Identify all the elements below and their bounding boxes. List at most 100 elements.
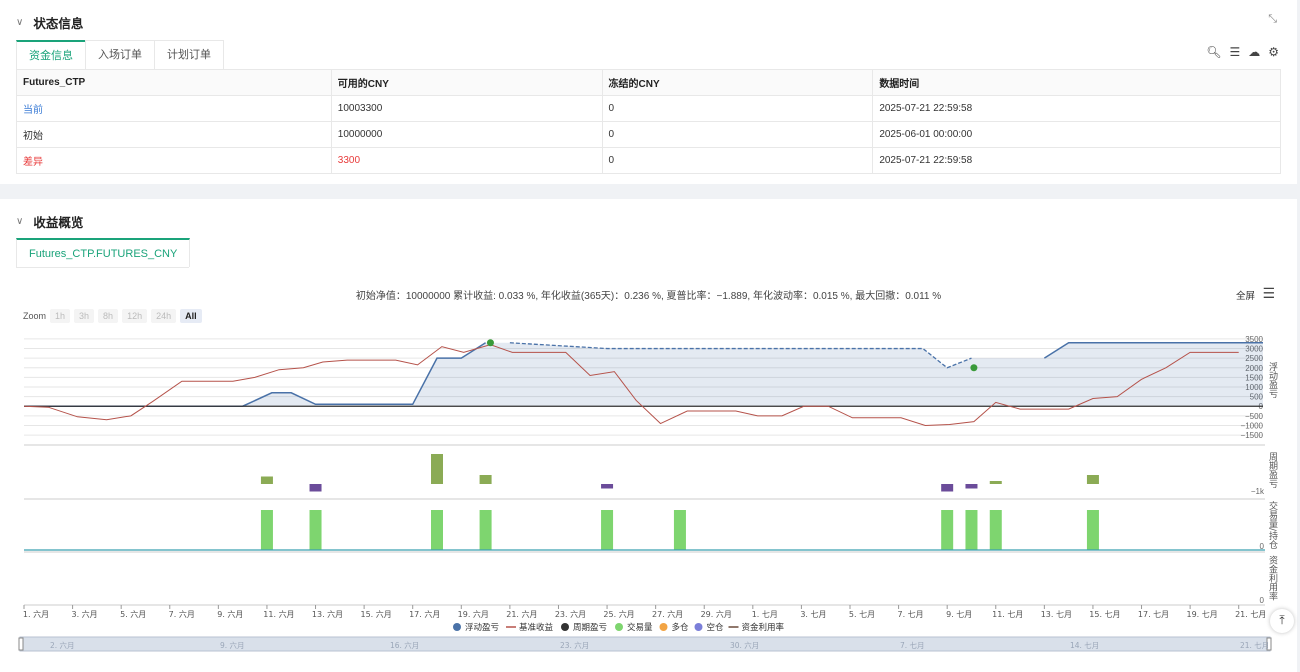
legend-label: 基准收益 — [519, 622, 554, 633]
x-tick-label: 11. 七月 — [992, 610, 1023, 619]
x-tick-label: 15. 七月 — [1089, 610, 1120, 619]
zoom-label: Zoom — [23, 311, 47, 321]
period-pnl-bar — [479, 475, 492, 484]
status-header[interactable]: ∨ 状态信息 — [16, 12, 83, 32]
floating-pnl-line — [24, 342, 486, 407]
navigator-tick-label: 2. 六月 — [50, 640, 75, 650]
row-label-diff: 差异 — [16, 147, 332, 174]
table-cell: 3300 — [330, 147, 603, 174]
zoom-8h[interactable]: 8h — [98, 309, 119, 323]
legend-marker — [453, 623, 461, 631]
legend-label: 浮动盈亏 — [465, 622, 499, 633]
table-row: 差异 3300 0 2025-07-21 22:59:58 — [16, 147, 1281, 174]
y-tick-label: −500 — [1245, 412, 1264, 421]
x-tick-label: 17. 六月 — [409, 609, 440, 619]
x-tick-label: 5. 七月 — [849, 610, 875, 619]
legend-label: 多仓 — [672, 622, 690, 633]
chevron-down-icon[interactable]: ∨ — [16, 16, 24, 28]
volume-bar — [479, 510, 492, 550]
y-tick-label: 2000 — [1245, 364, 1263, 373]
y-tick-label: 2500 — [1245, 354, 1263, 363]
profit-header[interactable]: ∨ 收益概览 — [16, 211, 83, 231]
zoom-24h[interactable]: 24h — [151, 309, 177, 323]
drawdown-marker — [970, 364, 978, 372]
legend-marker — [615, 623, 623, 631]
x-tick-label: 3. 六月 — [71, 609, 97, 619]
col-header[interactable]: 数据时间 — [872, 69, 1281, 96]
tab-entry-orders[interactable]: 入场订单 — [85, 40, 155, 69]
chevron-down-icon[interactable]: ∨ — [16, 215, 24, 227]
x-tick-label: 9. 七月 — [946, 610, 972, 619]
x-tick-label: 1. 六月 — [23, 609, 49, 619]
table-cell: 10000000 — [330, 121, 603, 148]
expand-icon[interactable]: ⤡ — [1268, 13, 1277, 25]
zoom-all[interactable]: All — [180, 309, 202, 323]
list-icon[interactable]: ☰ — [1229, 45, 1241, 59]
zoom-3h[interactable]: 3h — [74, 309, 95, 323]
legend-label: 交易量 — [627, 622, 653, 633]
gear-icon[interactable]: ⚙ — [1268, 45, 1279, 59]
menu-icon[interactable]: ☰ — [1262, 285, 1275, 301]
benchmark-line — [23, 344, 1239, 426]
floating-pnl-line-dashed — [509, 342, 972, 369]
x-tick-label: 9. 六月 — [217, 609, 243, 619]
search-icon[interactable]: 🔍︎ — [1206, 45, 1222, 59]
navigator-tick-label: 9. 六月 — [220, 640, 245, 650]
scroll-top-button[interactable]: ⤒ — [1270, 609, 1294, 633]
x-tick-label: 7. 七月 — [897, 610, 923, 619]
x-tick-label: 7. 六月 — [169, 609, 195, 619]
navigator-tick-label: 16. 六月 — [390, 640, 419, 650]
x-tick-label: 19. 六月 — [458, 609, 489, 619]
tab-funds[interactable]: 资金信息 — [16, 40, 86, 69]
col-header[interactable]: 冻结的CNY — [601, 69, 874, 96]
volume-bar — [941, 510, 954, 550]
drawdown-marker — [486, 339, 494, 347]
table-cell: 2025-07-21 22:59:58 — [872, 147, 1281, 174]
navigator-tick-label: 30. 六月 — [730, 640, 759, 650]
zoom-bar: Zoom 1h 3h 8h 12h 24h All — [23, 309, 202, 323]
period-pnl-bar — [941, 484, 954, 492]
navigator-handle-left — [18, 637, 24, 651]
navigator-tick-label: 14. 七月 — [1070, 641, 1099, 650]
volume-bar — [309, 510, 322, 550]
zoom-12h[interactable]: 12h — [122, 309, 148, 323]
y-tick-label: −1k — [1251, 487, 1265, 496]
x-tick-label: 1. 七月 — [752, 610, 778, 619]
tab-futures-cny[interactable]: Futures_CTP.FUTURES_CNY — [16, 238, 191, 267]
status-title: 状态信息 — [33, 16, 84, 31]
volume-bar — [431, 510, 443, 550]
navigator-handle-right — [1266, 637, 1272, 651]
period-pnl-bar — [260, 476, 273, 484]
legend-marker — [659, 623, 668, 631]
axis-title: 资金利用率 — [1267, 555, 1278, 601]
y-tick-label: 0 — [1260, 596, 1265, 605]
y-tick-label: 1500 — [1245, 373, 1263, 382]
x-tick-label: 17. 七月 — [1138, 610, 1169, 619]
col-header[interactable]: 可用的CNY — [330, 69, 603, 96]
x-tick-label: 29. 六月 — [701, 609, 732, 619]
period-pnl-bar — [309, 484, 322, 492]
zoom-1h[interactable]: 1h — [50, 309, 71, 323]
table-cell: 0 — [601, 121, 874, 148]
legend-label: 资金利用率 — [742, 622, 785, 633]
period-pnl-bar — [965, 484, 978, 489]
y-tick-label: 1000 — [1245, 383, 1263, 392]
y-tick-label: −1500 — [1241, 431, 1264, 440]
navigator-tick-label: 21. 七月 — [1240, 641, 1269, 650]
axis-title: 交易量/持仓 — [1267, 500, 1278, 549]
fullscreen-button[interactable]: 全屏 — [1235, 291, 1255, 302]
navigator-tick-label: 7. 七月 — [900, 641, 925, 650]
y-tick-label: −1000 — [1241, 421, 1264, 430]
table-cell: 0 — [601, 95, 874, 122]
x-tick-label: 27. 六月 — [652, 609, 683, 619]
summary-stats: 初始净值：10000000 累计收益: 0.033 %, 年化收益(365天)：… — [355, 291, 942, 302]
status-panel: ∨ 状态信息 ⤡ 资金信息 入场订单 计划订单 🔍︎ ☰ ☁ ⚙ Futures… — [0, 0, 1297, 184]
x-tick-label: 3. 七月 — [800, 610, 826, 619]
legend-marker — [561, 623, 569, 631]
y-tick-label: 0 — [1260, 542, 1265, 551]
legend-marker — [694, 623, 703, 631]
tab-plan-orders[interactable]: 计划订单 — [154, 40, 224, 69]
cloud-download-icon[interactable]: ☁ — [1248, 45, 1261, 59]
x-tick-label: 15. 六月 — [360, 609, 391, 619]
